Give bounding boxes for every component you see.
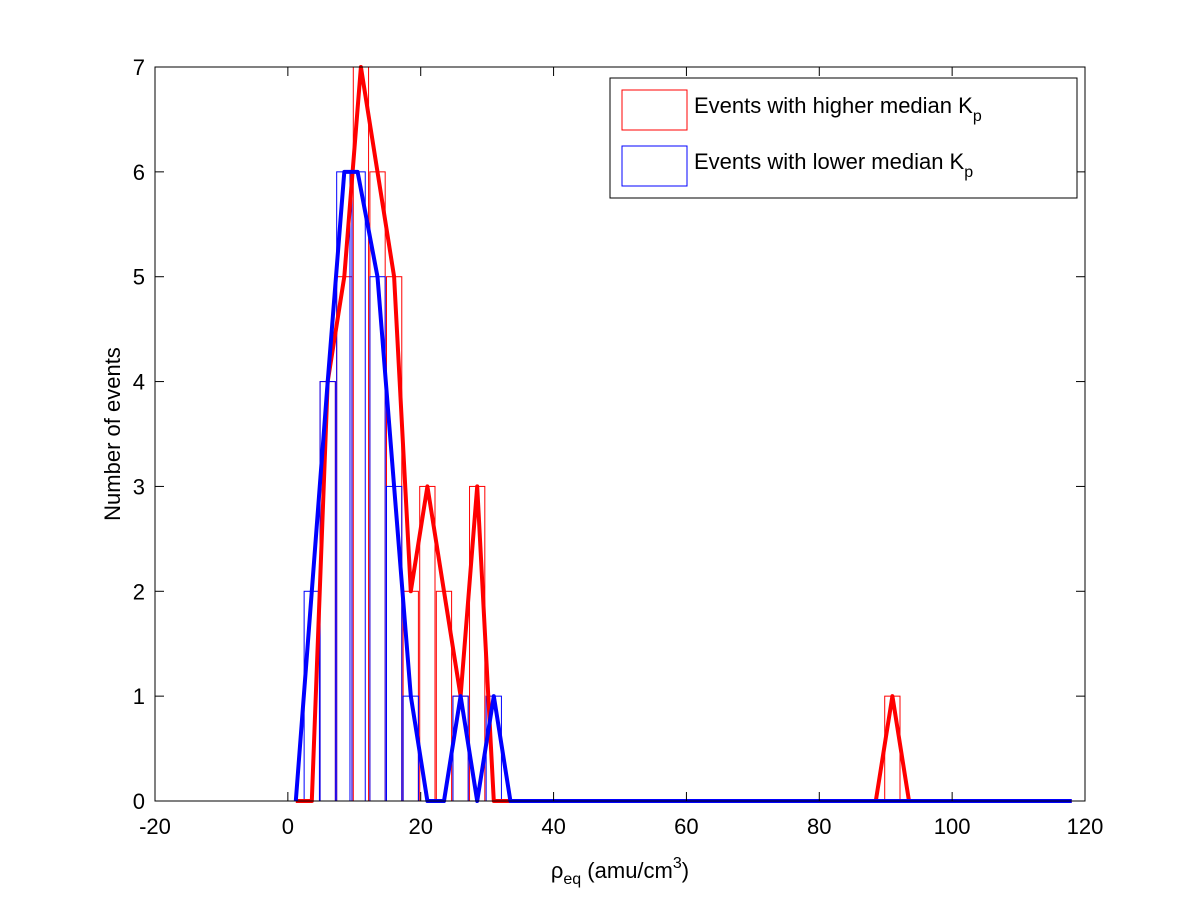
plot-area-frame	[154, 66, 1086, 802]
y-tick-label: 4	[133, 370, 145, 395]
legend-label-higher-sub: p	[973, 108, 982, 125]
x-tick-label: 20	[408, 814, 432, 839]
legend-label-lower-sub: p	[964, 164, 973, 181]
legend-label-lower-main: Events with lower median K	[694, 149, 965, 174]
x-axis-label-close: )	[682, 858, 689, 883]
legend-label-lower: Events with lower median Kp	[694, 149, 973, 181]
x-axis-label-sub: eq	[563, 871, 581, 888]
y-tick-label: 5	[133, 265, 145, 290]
y-tick-label: 3	[133, 474, 145, 499]
y-tick-label: 7	[133, 55, 145, 80]
y-tick-label: 6	[133, 160, 145, 185]
x-axis-label-rest: (amu/cm	[581, 858, 673, 883]
x-axis-label: ρeq (amu/cm3)	[551, 855, 689, 888]
lines-layer	[293, 65, 1072, 803]
x-tick-label: 120	[1067, 814, 1104, 839]
legend-swatch-lower	[621, 145, 688, 187]
x-tick-label: 80	[807, 814, 831, 839]
legend-label-higher-main: Events with higher median K	[694, 93, 973, 118]
x-axis-label-sup: 3	[673, 855, 682, 872]
legend-swatch-higher	[621, 89, 688, 131]
y-tick-label: 0	[133, 789, 145, 814]
legend-box	[609, 77, 1078, 199]
series-line-lower	[293, 169, 1072, 803]
x-tick-label: 60	[674, 814, 698, 839]
x-axis-label-main: ρ	[551, 858, 564, 883]
legend: Events with higher median Kp Events with…	[609, 77, 1078, 199]
series-line-higher	[295, 65, 1072, 803]
x-tick-label: 40	[541, 814, 565, 839]
legend-label-higher: Events with higher median Kp	[694, 93, 982, 125]
y-tick-label: 1	[133, 684, 145, 709]
x-tick-label: 0	[282, 814, 294, 839]
y-tick-label: 2	[133, 579, 145, 604]
x-tick-label: 100	[934, 814, 971, 839]
x-tick-label: -20	[139, 814, 171, 839]
y-axis-label: Number of events	[100, 347, 125, 521]
